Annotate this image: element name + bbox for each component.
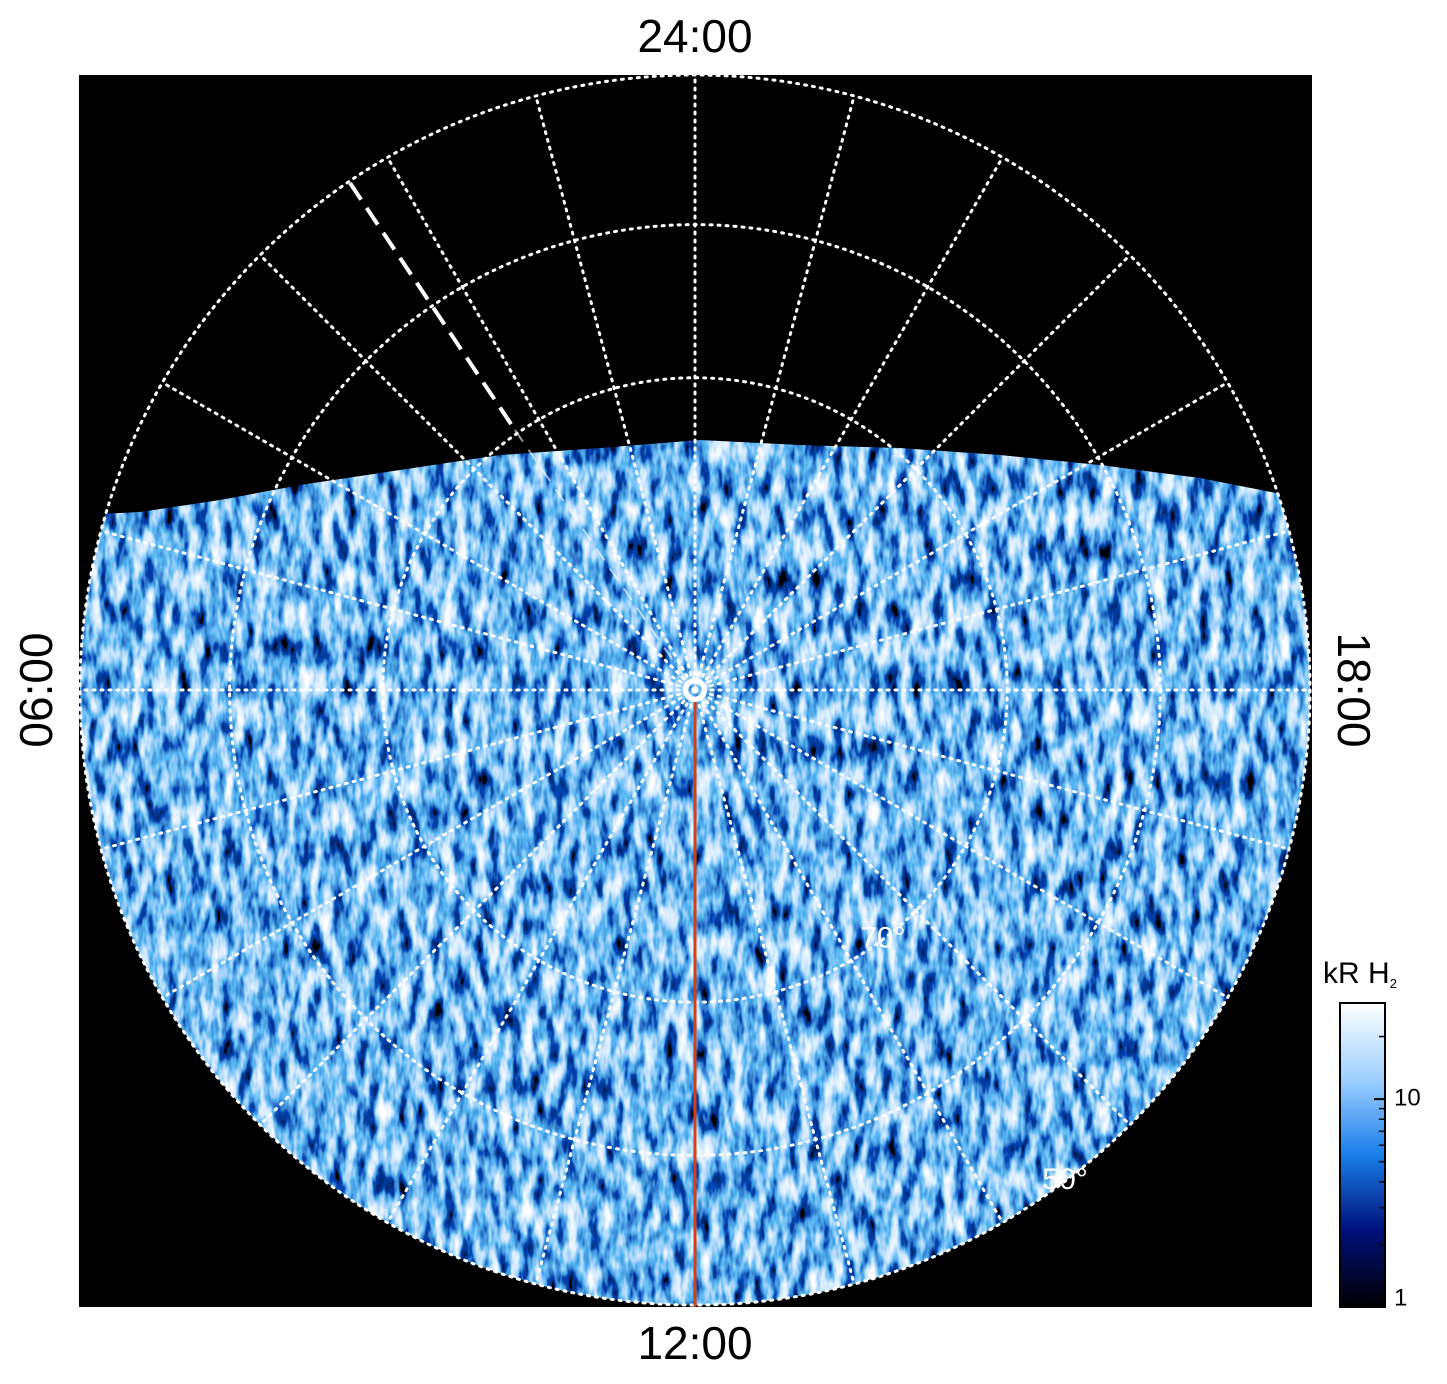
latitude-label: 50° bbox=[1042, 1163, 1087, 1196]
meridian-line bbox=[693, 94, 856, 692]
meridian-line bbox=[386, 688, 697, 1225]
meridian-line bbox=[693, 688, 1291, 851]
lt-label-right: 18:00 bbox=[1328, 632, 1380, 747]
meridian-line bbox=[693, 688, 1132, 1127]
meridian-line bbox=[386, 155, 697, 692]
dashed-meridian bbox=[348, 181, 517, 432]
meridian-line bbox=[258, 688, 697, 1127]
meridian-line bbox=[258, 253, 697, 692]
meridian-line bbox=[693, 253, 1132, 692]
latitude-label: 70° bbox=[860, 921, 905, 954]
latitude-circle bbox=[78, 73, 1312, 1307]
meridian-line bbox=[693, 155, 1004, 692]
meridian-line bbox=[160, 381, 697, 692]
meridian-line bbox=[693, 688, 856, 1286]
pole-marker bbox=[683, 678, 707, 702]
colorbar-label-main: kR H bbox=[1323, 957, 1390, 990]
dashed-meridian-faint bbox=[514, 429, 691, 686]
colorbar-tick-label: 10 bbox=[1394, 1084, 1421, 1111]
meridian-line bbox=[693, 529, 1291, 692]
lt-label-top: 24:00 bbox=[637, 10, 752, 62]
meridian-line bbox=[99, 529, 697, 692]
lt-label-bottom: 12:00 bbox=[637, 1317, 752, 1369]
meridian-line bbox=[534, 94, 697, 692]
meridian-line bbox=[693, 688, 1230, 999]
meridian-line bbox=[693, 381, 1230, 692]
colorbar-tick-label: 1 bbox=[1394, 1284, 1407, 1311]
meridian-line bbox=[99, 688, 697, 851]
colorbar-label-sub: 2 bbox=[1390, 976, 1397, 991]
meridian-line bbox=[693, 688, 1004, 1225]
meridian-line bbox=[160, 688, 697, 999]
colorbar-bar bbox=[1339, 1002, 1386, 1308]
colorbar-label: kR H2 bbox=[1323, 957, 1397, 992]
lt-label-left: 06:00 bbox=[10, 632, 62, 747]
meridian-line bbox=[534, 688, 697, 1286]
grid bbox=[78, 73, 1312, 1307]
colorbar: kR H2 1 10 bbox=[1323, 957, 1421, 1311]
